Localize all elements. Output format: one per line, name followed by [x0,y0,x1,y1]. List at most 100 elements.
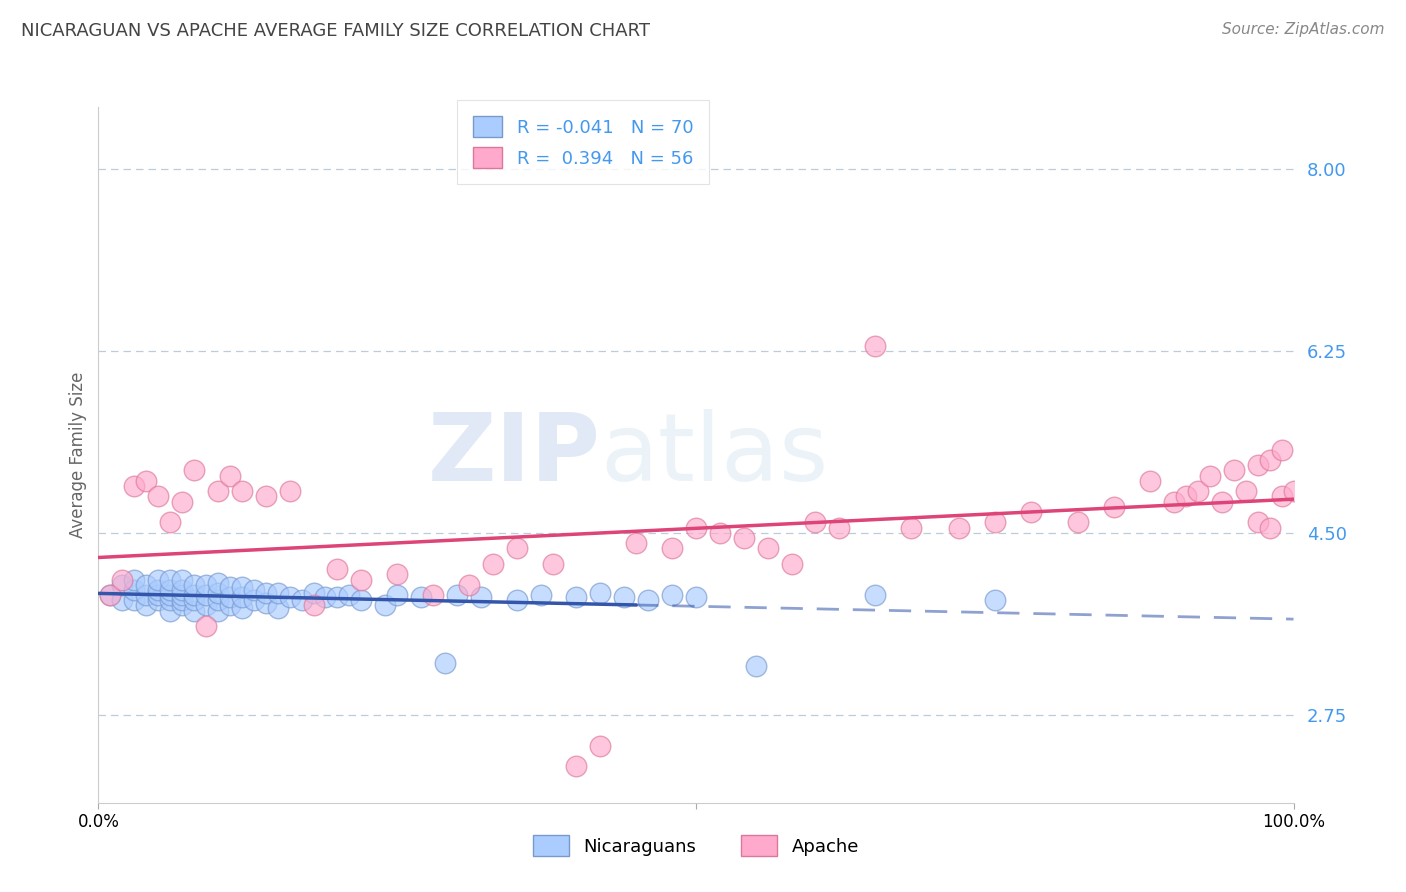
Point [148,490,170,504]
Point [231,484,253,499]
Text: Source: ZipAtlas.com: Source: ZipAtlas.com [1222,22,1385,37]
Point [1246,458,1268,473]
Point [148,573,170,587]
Point [172,599,194,613]
Point [1187,484,1209,499]
Point [1163,494,1185,508]
Point [863,588,887,602]
Point [1234,484,1257,499]
Point [194,588,218,602]
Point [411,590,433,604]
Point [1258,520,1281,534]
Point [1282,484,1305,499]
Point [900,520,922,534]
Point [1198,468,1220,483]
Point [433,656,456,670]
Point [470,590,492,604]
Point [183,578,205,592]
Point [350,573,373,587]
Point [172,573,194,587]
Point [111,578,134,592]
Point [219,590,242,604]
Point [613,590,636,604]
Point [984,516,1007,530]
Point [506,541,529,556]
Point [302,586,325,600]
Point [194,619,218,633]
Point [135,588,157,602]
Point [148,582,170,597]
Point [183,593,205,607]
Point [1258,453,1281,467]
Point [98,588,122,602]
Point [626,536,648,550]
Point [685,520,707,534]
Point [254,586,277,600]
Point [637,593,659,607]
Point [219,599,242,613]
Point [709,525,731,540]
Point [385,588,409,602]
Point [267,600,290,615]
Point [254,490,277,504]
Text: NICARAGUAN VS APACHE AVERAGE FAMILY SIZE CORRELATION CHART: NICARAGUAN VS APACHE AVERAGE FAMILY SIZE… [21,22,650,40]
Point [278,484,301,499]
Point [1271,490,1294,504]
Point [458,578,481,592]
Point [326,562,349,576]
Point [172,582,194,597]
Y-axis label: Average Family Size: Average Family Size [69,372,87,538]
Text: atlas: atlas [600,409,828,501]
Point [374,599,396,613]
Point [1102,500,1125,514]
Point [278,590,301,604]
Point [183,604,205,618]
Point [159,582,181,597]
Point [194,578,218,592]
Point [541,557,564,571]
Point [135,599,157,613]
Point [231,590,253,604]
Point [385,567,409,582]
Legend: Nicaraguans, Apache: Nicaraguans, Apache [526,828,866,863]
Point [148,593,170,607]
Point [183,463,205,477]
Point [219,580,242,594]
Point [1175,490,1198,504]
Point [159,604,181,618]
Point [315,590,337,604]
Point [124,582,146,597]
Point [207,575,229,590]
Point [1019,505,1042,519]
Point [172,494,194,508]
Point [422,588,444,602]
Point [828,520,851,534]
Point [984,593,1007,607]
Point [207,586,229,600]
Point [589,586,612,600]
Point [506,593,529,607]
Point [207,593,229,607]
Point [194,599,218,613]
Point [446,588,468,602]
Point [1211,494,1233,508]
Point [98,588,122,602]
Point [159,588,181,602]
Point [111,593,134,607]
Point [780,557,803,571]
Point [172,588,194,602]
Point [302,599,325,613]
Point [219,468,242,483]
Point [159,573,181,587]
Point [148,588,170,602]
Point [111,573,134,587]
Point [159,516,181,530]
Point [1271,442,1294,457]
Point [948,520,970,534]
Point [135,474,157,488]
Point [231,600,253,615]
Point [183,588,205,602]
Point [529,588,551,602]
Point [172,593,194,607]
Point [243,582,266,597]
